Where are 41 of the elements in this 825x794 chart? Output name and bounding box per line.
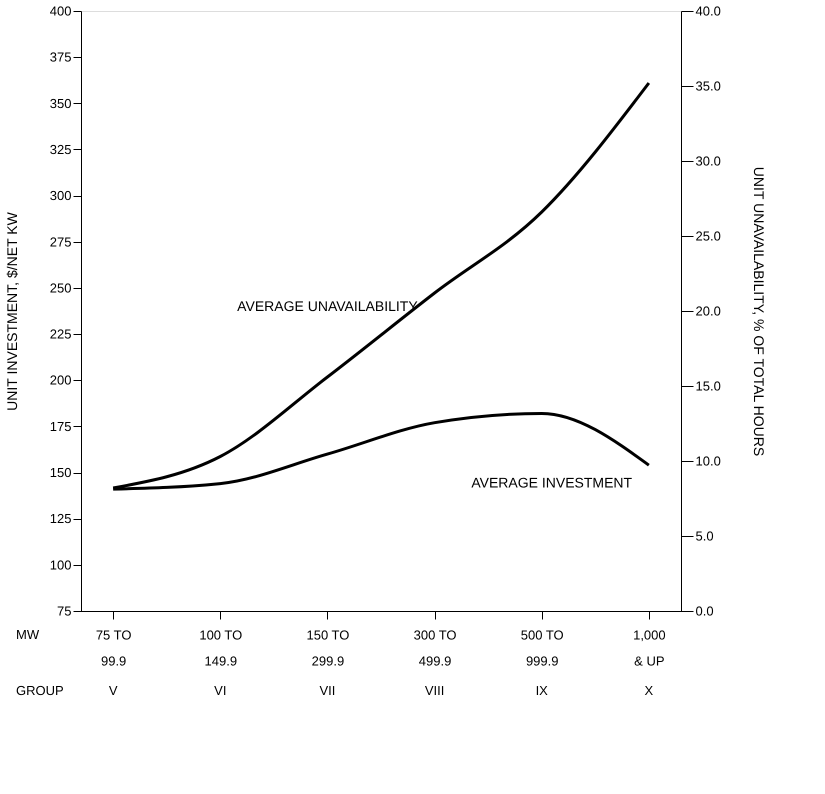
text: V bbox=[108, 683, 118, 698]
y2-tick-label: 30.0 bbox=[696, 154, 721, 168]
y2-tick-label: 10.0 bbox=[696, 454, 721, 468]
y2-tick-label: 40.0 bbox=[696, 4, 721, 18]
y-tick-label: 150 bbox=[50, 465, 72, 480]
x-tick-label: 100 TO 149.9 bbox=[199, 628, 242, 668]
y2-tick-label: 0.0 bbox=[696, 604, 714, 618]
y-tick-label: 175 bbox=[50, 418, 72, 434]
y2-axis-title: UNIT UNAVAILABILITY, % OF TOTAL HOURS bbox=[750, 166, 767, 456]
y-tick-label: 225 bbox=[50, 326, 72, 342]
text: VII bbox=[319, 683, 336, 698]
y-tick-label: 125 bbox=[50, 511, 72, 526]
y-tick-label: 400 bbox=[50, 4, 72, 18]
y-axis-title: UNIT INVESTMENT, $/NET KW bbox=[4, 211, 20, 411]
text: VIII bbox=[424, 683, 444, 698]
y-tick-label: 75 bbox=[57, 604, 72, 618]
y2-tick-label: 35.0 bbox=[696, 78, 721, 94]
x-tick-label: 150 TO 299.9 bbox=[306, 628, 350, 668]
y-tick-label: 350 bbox=[50, 96, 72, 111]
x-tick-label: 500 TO 999.9 bbox=[520, 628, 564, 668]
y-tick-label: 300 bbox=[50, 188, 72, 204]
y-tick-label: 275 bbox=[50, 234, 72, 250]
y-tick-label: 100 bbox=[50, 557, 72, 572]
text: MW bbox=[16, 627, 40, 642]
y2-tick-label: 15.0 bbox=[696, 378, 721, 394]
series-label: AVERAGE UNAVAILABILITY bbox=[237, 298, 418, 314]
x-tick-label: 75 TO 99.9 bbox=[96, 628, 132, 668]
text: VI bbox=[214, 683, 226, 698]
y-tick-label: 250 bbox=[50, 280, 72, 296]
y2-tick-label: 20.0 bbox=[696, 304, 721, 318]
y2-tick-label: 25.0 bbox=[696, 228, 721, 244]
y-tick-label: 375 bbox=[50, 50, 72, 65]
y-tick-label: 325 bbox=[50, 142, 72, 157]
series-label: AVERAGE INVESTMENT bbox=[471, 474, 633, 490]
y-tick-label: 200 bbox=[50, 372, 72, 388]
text: IX bbox=[536, 683, 548, 698]
y2-tick-label: 5.0 bbox=[696, 528, 714, 544]
text: GROUP bbox=[16, 683, 64, 698]
x-tick-label: 1,000 & UP bbox=[633, 628, 666, 668]
text: X bbox=[644, 683, 654, 698]
x-tick-label: 300 TO 499.9 bbox=[414, 628, 457, 668]
